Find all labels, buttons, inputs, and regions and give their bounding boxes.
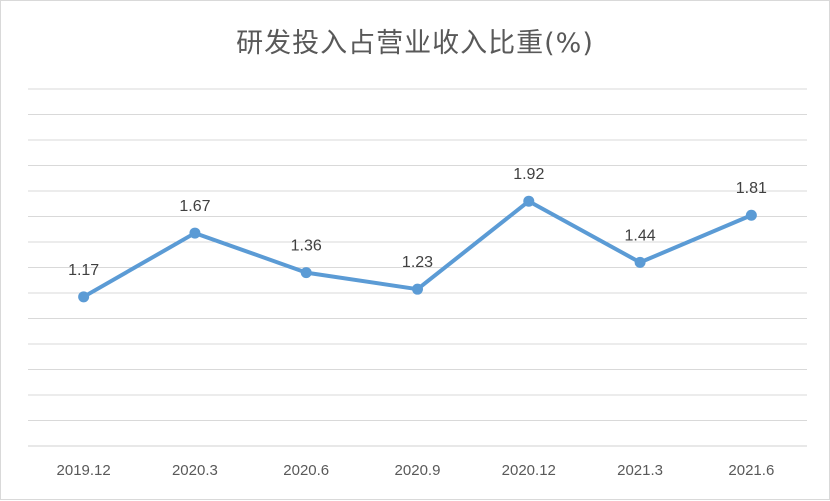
data-label: 1.67 <box>179 198 210 215</box>
series-line <box>82 199 753 299</box>
data-label: 1.81 <box>736 180 767 197</box>
x-tick-label: 2020.6 <box>283 462 329 479</box>
x-tick-label: 2020.9 <box>395 462 441 479</box>
x-tick-label: 2020.12 <box>502 462 556 479</box>
data-point <box>745 209 757 221</box>
x-tick-label: 2021.6 <box>728 462 774 479</box>
data-label: 1.92 <box>513 166 544 183</box>
data-point <box>412 283 423 295</box>
data-label: 1.23 <box>402 254 433 271</box>
x-tick-label: 2021.3 <box>617 462 663 479</box>
data-point <box>78 291 90 303</box>
chart-title: 研发投入占营业收入比重(%) <box>236 28 594 59</box>
data-point <box>634 256 646 268</box>
data-point <box>189 227 201 239</box>
data-label: 1.17 <box>68 262 99 279</box>
data-point <box>523 195 535 207</box>
x-tick-label: 2020.3 <box>172 462 218 479</box>
data-point <box>300 267 312 279</box>
data-label: 1.36 <box>291 238 322 255</box>
x-tick-label: 2019.12 <box>57 462 111 479</box>
data-label: 1.44 <box>625 227 656 244</box>
